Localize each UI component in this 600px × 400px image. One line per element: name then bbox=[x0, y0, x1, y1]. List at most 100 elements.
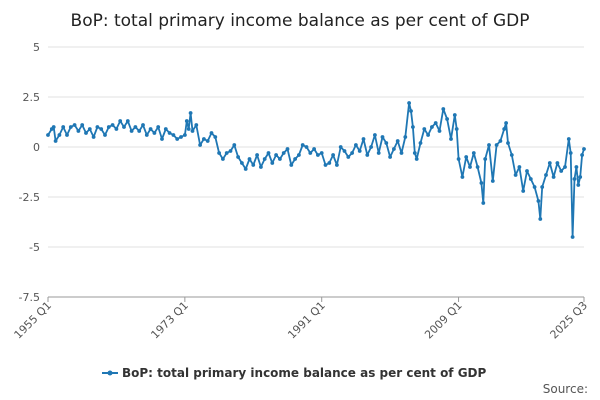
data-point bbox=[414, 157, 419, 161]
data-point bbox=[190, 129, 195, 133]
data-point bbox=[106, 125, 111, 129]
data-point bbox=[259, 165, 263, 169]
data-point bbox=[513, 173, 518, 177]
data-point bbox=[331, 153, 335, 157]
data-point bbox=[403, 135, 408, 139]
data-point bbox=[475, 165, 480, 169]
data-point bbox=[373, 133, 377, 137]
data-point bbox=[80, 123, 85, 127]
data-point bbox=[538, 217, 543, 221]
data-point bbox=[433, 121, 438, 125]
data-point bbox=[243, 167, 248, 171]
data-point bbox=[251, 163, 256, 167]
data-point bbox=[445, 117, 449, 121]
y-tick-label: -7.5 bbox=[19, 291, 40, 304]
data-point bbox=[198, 143, 203, 147]
data-point bbox=[574, 165, 579, 169]
data-point bbox=[411, 125, 415, 129]
x-tick-label: 1955 Q1 bbox=[12, 299, 55, 342]
data-point bbox=[563, 165, 567, 169]
data-point bbox=[407, 101, 411, 105]
data-point bbox=[95, 125, 100, 129]
y-tick-label: 0 bbox=[33, 141, 40, 154]
data-point bbox=[224, 151, 229, 155]
data-point bbox=[186, 127, 191, 131]
source-label: Source: bbox=[543, 382, 588, 396]
data-point bbox=[308, 151, 313, 155]
data-point bbox=[266, 151, 271, 155]
data-point bbox=[350, 151, 354, 155]
data-point bbox=[437, 129, 442, 133]
data-point bbox=[481, 201, 486, 205]
data-point bbox=[221, 157, 225, 161]
x-tick-label: 1973 Q1 bbox=[148, 299, 191, 342]
legend: BoP: total primary income balance as per… bbox=[102, 366, 487, 380]
data-point bbox=[217, 151, 222, 155]
data-point bbox=[327, 161, 332, 165]
data-point bbox=[202, 137, 206, 141]
gridlines bbox=[48, 46, 584, 298]
x-axis: 1955 Q1 1973 Q1 1991 Q1 2009 Q1 2025 Q3 bbox=[12, 296, 590, 342]
data-point bbox=[544, 173, 548, 177]
data-point bbox=[87, 127, 92, 131]
data-point bbox=[103, 133, 107, 137]
data-point bbox=[84, 131, 88, 135]
series-line bbox=[47, 102, 585, 238]
data-point bbox=[289, 163, 294, 167]
data-point bbox=[236, 155, 241, 159]
data-point bbox=[547, 161, 552, 165]
data-point bbox=[91, 135, 96, 139]
data-point bbox=[430, 125, 434, 129]
data-point bbox=[384, 141, 389, 145]
data-point bbox=[133, 125, 138, 129]
data-point bbox=[354, 143, 358, 147]
data-point bbox=[528, 177, 533, 181]
data-point bbox=[555, 161, 560, 165]
data-point bbox=[441, 107, 446, 111]
data-point bbox=[76, 129, 81, 133]
data-point bbox=[388, 155, 392, 159]
data-point bbox=[156, 125, 161, 129]
data-point bbox=[129, 129, 134, 133]
data-point bbox=[274, 153, 278, 157]
data-point bbox=[452, 113, 457, 117]
data-point bbox=[578, 175, 583, 179]
data-point bbox=[369, 145, 373, 149]
data-point bbox=[570, 235, 575, 239]
data-point bbox=[297, 153, 301, 157]
data-point bbox=[456, 157, 461, 161]
data-point bbox=[122, 125, 126, 129]
data-point bbox=[57, 133, 62, 137]
data-point bbox=[141, 123, 145, 127]
data-point bbox=[346, 155, 351, 159]
data-point bbox=[183, 133, 187, 137]
data-point bbox=[194, 123, 199, 127]
data-point bbox=[521, 189, 526, 193]
data-point bbox=[148, 127, 153, 131]
data-point bbox=[179, 135, 183, 139]
data-point bbox=[395, 139, 400, 143]
data-point bbox=[487, 143, 491, 147]
data-point bbox=[568, 151, 573, 155]
x-tick-label: 2009 Q1 bbox=[422, 299, 465, 342]
data-point bbox=[471, 151, 476, 155]
data-point bbox=[357, 149, 362, 153]
data-point bbox=[392, 147, 396, 151]
data-point bbox=[46, 133, 50, 137]
data-point bbox=[125, 119, 130, 123]
data-point bbox=[209, 131, 214, 135]
data-point bbox=[262, 157, 267, 161]
data-point bbox=[65, 133, 69, 137]
data-point bbox=[99, 127, 104, 131]
data-point bbox=[517, 165, 522, 169]
data-point bbox=[281, 151, 286, 155]
data-point bbox=[342, 149, 347, 153]
data-point bbox=[365, 153, 370, 157]
data-point bbox=[110, 123, 115, 127]
data-point bbox=[490, 179, 495, 183]
chart-title: BoP: total primary income balance as per… bbox=[71, 11, 530, 31]
data-point bbox=[61, 125, 66, 129]
data-point bbox=[412, 151, 417, 155]
data-point bbox=[152, 131, 157, 135]
data-point bbox=[494, 143, 499, 147]
